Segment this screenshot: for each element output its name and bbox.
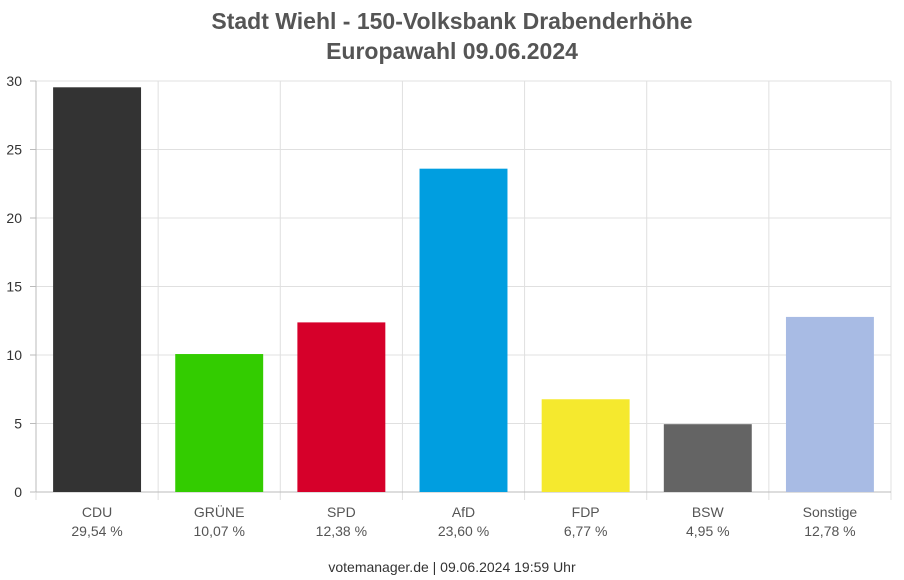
x-category-label: BSW: [692, 504, 725, 520]
x-category-label: CDU: [82, 504, 112, 520]
y-tick-label: 0: [14, 484, 22, 500]
y-tick-label: 25: [6, 142, 22, 158]
bar-value-label: 6,77 %: [564, 523, 608, 539]
footer-source: votemanager.de | 09.06.2024 19:59 Uhr: [328, 559, 576, 575]
bar-value-label: 23,60 %: [438, 523, 489, 539]
bar-afd: [419, 168, 508, 492]
bar-value-label: 12,78 %: [804, 523, 855, 539]
y-tick-label: 5: [14, 416, 22, 432]
bar-value-label: 10,07 %: [194, 523, 245, 539]
bar-cdu: [53, 87, 142, 492]
bar-bsw: [663, 424, 752, 492]
y-tick-label: 20: [6, 210, 22, 226]
y-tick-label: 30: [6, 73, 22, 89]
bar-sonstige: [785, 316, 874, 492]
bar-spd: [297, 322, 386, 492]
x-category-label: GRÜNE: [194, 503, 245, 520]
x-category-label: Sonstige: [803, 504, 858, 520]
chart-subtitle: Europawahl 09.06.2024: [326, 38, 578, 64]
x-category-label: AfD: [452, 504, 475, 520]
bar-fdp: [541, 399, 630, 492]
y-tick-label: 10: [6, 347, 22, 363]
bar-grüne: [175, 354, 264, 492]
x-category-label: FDP: [572, 504, 600, 520]
bar-value-label: 4,95 %: [686, 523, 730, 539]
chart-title: Stadt Wiehl - 150-Volksbank Drabenderhöh…: [211, 8, 693, 34]
bar-value-label: 29,54 %: [71, 523, 122, 539]
bar-value-label: 12,38 %: [316, 523, 367, 539]
x-category-label: SPD: [327, 504, 356, 520]
y-tick-label: 15: [6, 279, 22, 295]
